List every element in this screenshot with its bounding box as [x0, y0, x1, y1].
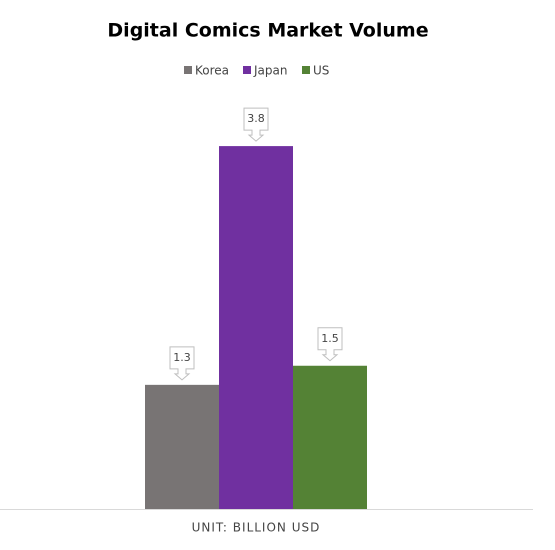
- legend-swatch: [302, 66, 310, 74]
- x-axis-label: UNIT: BILLION USD: [192, 521, 321, 535]
- legend-label: Japan: [253, 64, 287, 78]
- data-label: 1.5: [321, 332, 339, 345]
- legend-label: US: [313, 64, 329, 78]
- data-label-callout: [317, 327, 343, 362]
- data-label-callout: [169, 346, 195, 381]
- legend-label: Korea: [195, 64, 229, 78]
- legend-swatch: [243, 66, 251, 74]
- bar: [293, 365, 367, 509]
- bar: [145, 384, 219, 509]
- data-label: 3.8: [247, 112, 265, 125]
- data-label: 1.3: [173, 351, 191, 364]
- legend-swatch: [184, 66, 192, 74]
- data-label-callout: [243, 107, 269, 142]
- bar: [219, 146, 293, 509]
- chart-title: Digital Comics Market Volume: [107, 20, 428, 42]
